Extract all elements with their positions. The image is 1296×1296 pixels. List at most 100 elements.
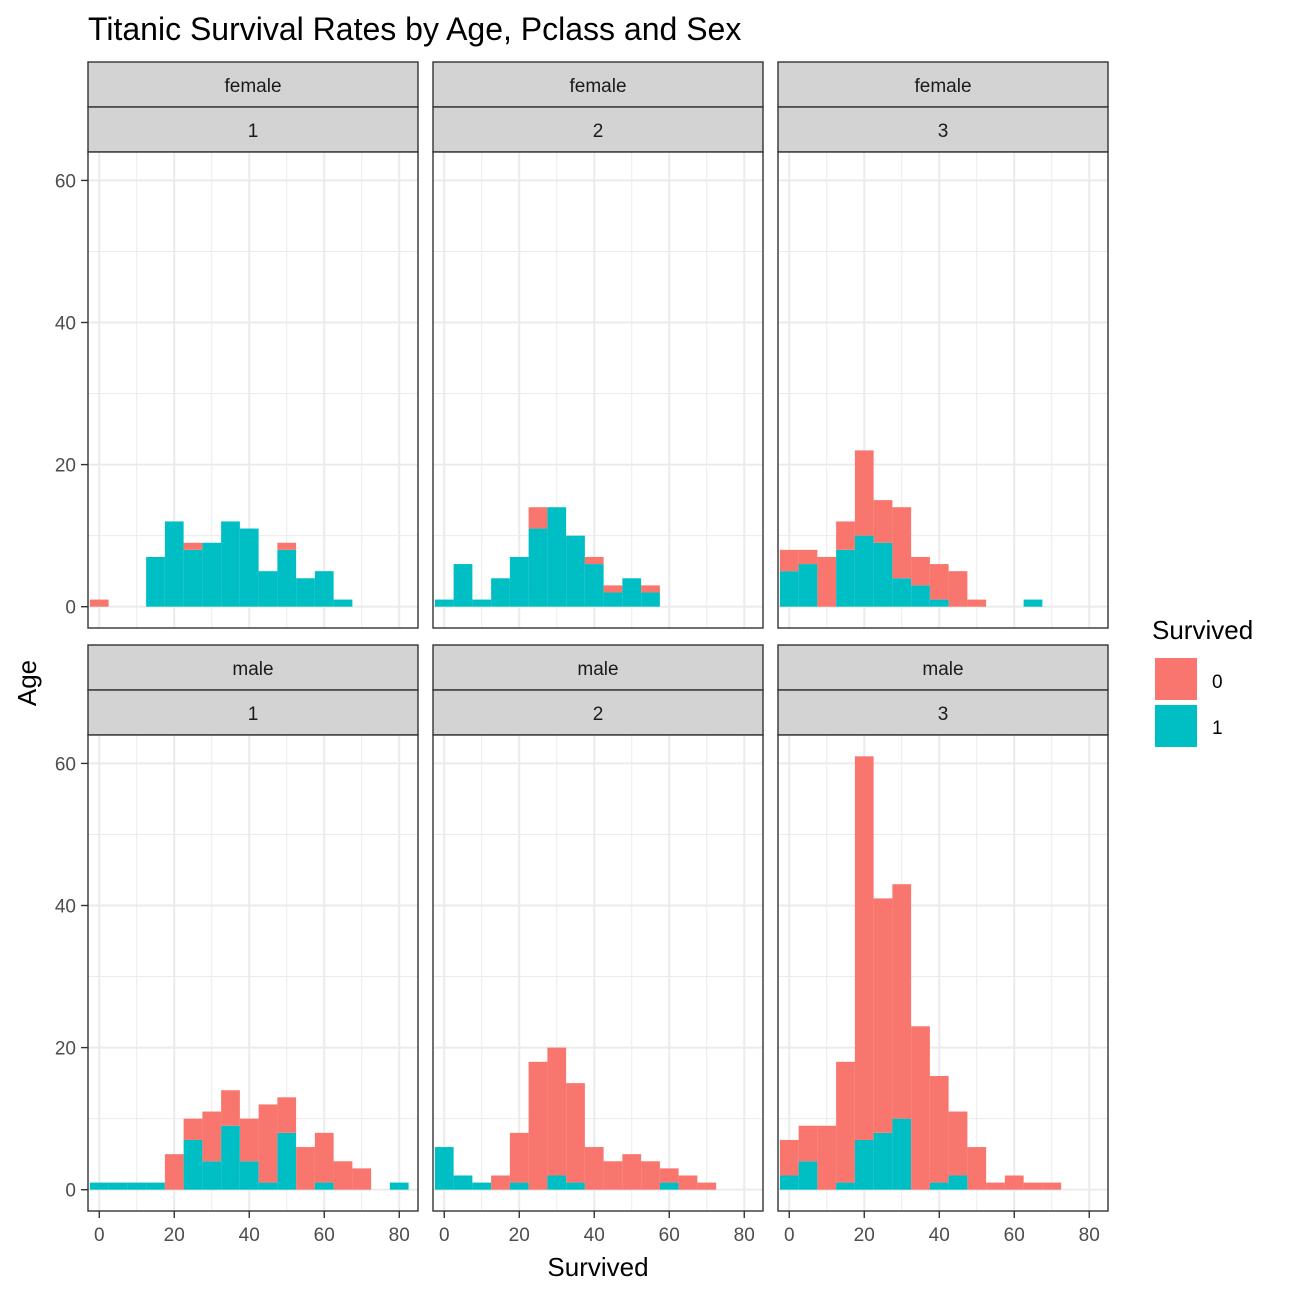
- x-tick-label: 0: [784, 1225, 795, 1246]
- x-tick-label: 20: [509, 1225, 530, 1246]
- x-tick-label: 0: [439, 1225, 450, 1246]
- strip-pclass: [777, 106, 1109, 153]
- bar-survived-0: [678, 1175, 698, 1190]
- bar-survived-1: [89, 1182, 109, 1190]
- y-tick-label: 40: [55, 897, 76, 918]
- x-tick-label: 60: [659, 1225, 680, 1246]
- x-tick-label: 80: [1079, 1225, 1100, 1246]
- bar-survived-0: [277, 1097, 297, 1133]
- bar-survived-0: [314, 1132, 334, 1183]
- bar-survived-0: [528, 507, 548, 529]
- bar-survived-1: [892, 1118, 912, 1190]
- strip-sex: [432, 61, 764, 108]
- bar-survived-1: [202, 542, 222, 607]
- bar-survived-1: [854, 1139, 874, 1190]
- bar-survived-0: [641, 1161, 660, 1190]
- x-tick-label: 0: [94, 1225, 105, 1246]
- panel-background: [433, 152, 763, 628]
- bar-survived-0: [817, 556, 837, 607]
- panel-border: [87, 734, 419, 1212]
- bar-survived-0: [164, 1154, 184, 1190]
- bar-survived-0: [1023, 1182, 1043, 1190]
- bar-survived-1: [641, 592, 660, 607]
- x-tick-label: 80: [734, 1225, 755, 1246]
- bar-survived-1: [948, 1175, 968, 1190]
- panel-border: [432, 734, 764, 1212]
- strip-sex: [87, 644, 419, 691]
- bar-survived-0: [277, 542, 297, 550]
- bar-survived-0: [659, 1168, 679, 1183]
- legend: Survived 0 1: [1152, 615, 1253, 747]
- bar-survived-0: [836, 1061, 855, 1183]
- bar-survived-1: [603, 592, 623, 607]
- strip-pclass-label: 1: [248, 704, 259, 725]
- bar-survived-1: [221, 521, 240, 607]
- bar-survived-1: [202, 1161, 222, 1190]
- bar-survived-0: [873, 898, 893, 1133]
- bar-survived-1: [453, 564, 473, 607]
- bar-survived-0: [333, 1161, 353, 1190]
- bar-survived-0: [183, 542, 203, 550]
- x-tick-label: 60: [314, 1225, 335, 1246]
- strip-pclass-label: 3: [938, 704, 949, 725]
- x-tick-label: 40: [584, 1225, 605, 1246]
- bar-survived-1: [434, 1147, 454, 1190]
- bar-survived-1: [547, 1175, 567, 1190]
- bar-survived-0: [603, 1161, 623, 1190]
- bar-survived-1: [798, 1161, 818, 1190]
- bar-survived-1: [108, 1182, 128, 1190]
- bar-survived-1: [277, 1132, 297, 1190]
- bar-survived-0: [89, 599, 109, 607]
- bar-survived-0: [986, 1182, 1005, 1190]
- y-tick-label: 0: [65, 1181, 76, 1202]
- strip-sex-label: male: [577, 659, 618, 680]
- bar-survived-0: [1004, 1175, 1024, 1190]
- y-tick-label: 60: [55, 754, 76, 775]
- y-tick-label: 20: [55, 456, 76, 477]
- legend-title: Survived: [1152, 615, 1253, 645]
- bar-survived-1: [798, 564, 818, 607]
- bar-survived-1: [659, 1182, 679, 1190]
- bar-survived-0: [202, 1111, 222, 1162]
- bar-survived-1: [472, 1182, 492, 1190]
- bar-survived-0: [836, 521, 855, 550]
- bar-survived-1: [453, 1175, 473, 1190]
- strip-sex: [777, 61, 1109, 108]
- chart-title: Titanic Survival Rates by Age, Pclass an…: [88, 11, 741, 47]
- bar-survived-0: [603, 585, 623, 593]
- bar-survived-0: [779, 1139, 799, 1176]
- y-tick-label: 0: [65, 598, 76, 619]
- bar-survived-1: [584, 564, 604, 607]
- strip-sex: [87, 61, 419, 108]
- bar-survived-1: [389, 1182, 409, 1190]
- panel-female-3: female 3: [777, 61, 1109, 629]
- x-tick-label: 20: [164, 1225, 185, 1246]
- bar-survived-1: [929, 599, 949, 607]
- bar-survived-0: [509, 1132, 529, 1183]
- bar-survived-1: [146, 556, 165, 607]
- bar-survived-1: [566, 535, 585, 607]
- strip-sex-label: male: [922, 659, 963, 680]
- bar-survived-0: [892, 507, 912, 579]
- bar-survived-1: [277, 549, 297, 607]
- panel-border: [432, 151, 764, 629]
- bar-survived-0: [1042, 1182, 1062, 1190]
- strip-pclass-label: 3: [938, 121, 949, 142]
- legend-key-1: [1155, 705, 1197, 747]
- bar-survived-0: [566, 1083, 585, 1183]
- bar-survived-0: [911, 1026, 930, 1190]
- bar-survived-1: [333, 599, 353, 607]
- x-tick-label: 40: [929, 1225, 950, 1246]
- bar-survived-1: [892, 578, 912, 607]
- bar-survived-1: [258, 571, 278, 607]
- bar-survived-1: [296, 578, 315, 607]
- bar-survived-1: [164, 521, 184, 607]
- bar-survived-0: [892, 884, 912, 1119]
- bar-survived-1: [239, 528, 259, 607]
- bar-survived-1: [873, 1132, 893, 1190]
- bar-survived-1: [183, 549, 203, 607]
- bar-survived-0: [641, 585, 660, 593]
- bar-survived-0: [183, 1118, 203, 1140]
- strip-sex-label: female: [914, 76, 971, 97]
